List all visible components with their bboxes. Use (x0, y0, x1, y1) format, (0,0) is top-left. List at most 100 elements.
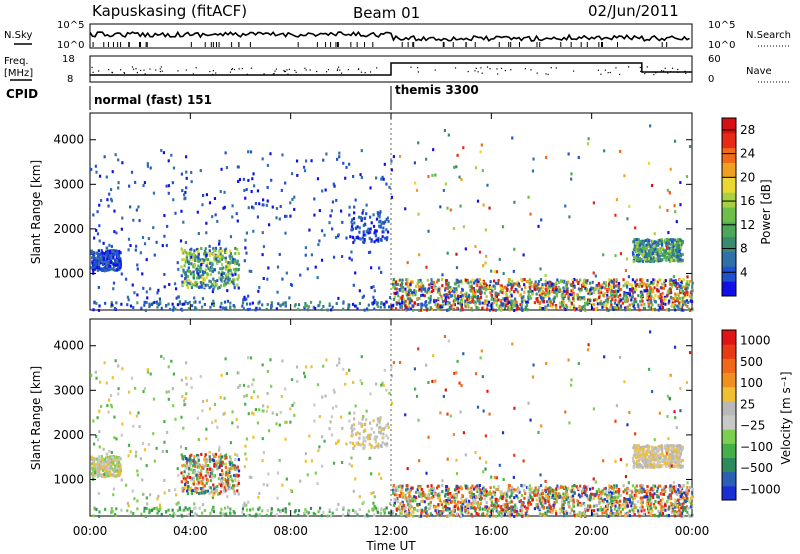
power-cell (474, 244, 477, 248)
power-cell (459, 302, 462, 306)
power-cell (93, 262, 97, 266)
velocity-cell (302, 371, 306, 375)
power-cell (548, 280, 551, 284)
power-cell (680, 306, 684, 310)
power-cell (181, 189, 184, 193)
velocity-cell (98, 445, 101, 449)
velocity-cell (140, 512, 143, 516)
velocity-cell (118, 470, 121, 474)
power-cell (382, 177, 385, 181)
power-cell (691, 285, 694, 289)
power-cell (208, 286, 211, 290)
velocity-cell (111, 376, 114, 380)
power-cell (108, 192, 111, 196)
velocity-cell (254, 514, 257, 518)
power-cell (105, 254, 108, 258)
velocity-cell (226, 469, 229, 473)
velocity-cell (609, 505, 613, 509)
power-cell (351, 218, 354, 222)
power-cell (584, 283, 587, 287)
power-cell (455, 165, 458, 169)
power-cell (304, 159, 308, 163)
power-cell (672, 245, 675, 249)
power-cell (183, 280, 186, 284)
power-cell (227, 270, 230, 274)
power-cell (306, 267, 309, 271)
velocity-cell (521, 509, 524, 513)
velocity-cell (110, 509, 113, 513)
power-cell (363, 308, 366, 312)
power-cell (525, 300, 528, 304)
power-cell (127, 248, 130, 252)
power-cell (393, 287, 397, 291)
power-cell (445, 279, 448, 283)
power-cell (681, 299, 684, 303)
power-cell (429, 298, 432, 302)
velocity-cell (110, 450, 113, 454)
nave-point (497, 73, 499, 75)
power-cell (647, 161, 651, 165)
velocity-cell (106, 466, 109, 470)
velocity-cell (337, 439, 340, 443)
velocity-cell (242, 513, 246, 517)
power-cell (453, 282, 457, 286)
velocity-cell (233, 484, 236, 488)
velocity-cell (105, 469, 108, 473)
power-cell (573, 307, 576, 311)
power-cell (463, 293, 466, 297)
velocity-cell (96, 472, 99, 476)
power-cell (265, 307, 268, 311)
power-cell (651, 257, 654, 261)
power-cell (658, 306, 661, 310)
velocity-cell (214, 489, 217, 493)
velocity-cell (382, 432, 385, 436)
power-cell (415, 188, 419, 192)
power-cell (630, 289, 633, 293)
power-cell (661, 306, 665, 310)
power-cell (600, 290, 603, 294)
velocity-cell (597, 497, 600, 501)
power-cell (113, 209, 116, 213)
colorbar-tick-label: 12 (740, 218, 755, 232)
velocity-cell (202, 478, 205, 482)
power-cell (116, 268, 119, 272)
power-cell (392, 297, 396, 301)
power-cell (218, 254, 222, 258)
power-cell (660, 244, 664, 248)
power-cell (654, 249, 658, 253)
noise-search-label: N.Search (746, 30, 791, 41)
power-cell (249, 302, 252, 306)
power-cell (570, 293, 573, 297)
velocity-cell (91, 467, 94, 471)
power-cell (528, 285, 531, 289)
velocity-cell (262, 409, 265, 413)
velocity-cell (175, 502, 178, 506)
velocity-cell (217, 459, 220, 463)
power-cell (418, 280, 421, 284)
power-cell (474, 288, 478, 292)
power-cell (462, 146, 465, 150)
power-cell (136, 263, 139, 267)
power-cell (335, 198, 338, 202)
power-cell (660, 302, 663, 306)
power-cell (96, 266, 99, 270)
power-cell (114, 153, 117, 157)
power-cell (427, 296, 430, 300)
power-cell (215, 254, 218, 258)
power-cell (275, 307, 278, 311)
power-cell (334, 235, 338, 239)
power-cell (216, 259, 219, 263)
velocity-cell (379, 416, 382, 420)
velocity-cell (222, 477, 226, 481)
power-cell (447, 286, 450, 290)
power-cell (419, 278, 422, 282)
power-cell (652, 278, 655, 282)
power-cell (500, 299, 503, 303)
power-cell (359, 216, 362, 220)
colorbar-swatch (722, 118, 736, 134)
power-cell (589, 288, 592, 292)
power-cell (565, 303, 568, 307)
power-cell (628, 303, 631, 307)
power-cell (405, 282, 408, 286)
power-cell (207, 265, 210, 269)
